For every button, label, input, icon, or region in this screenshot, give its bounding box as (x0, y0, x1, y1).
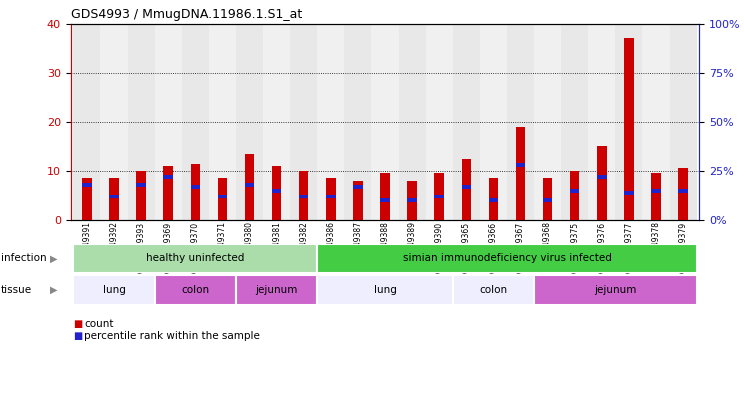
Bar (109, 195, 119, 198)
Bar (651, 189, 661, 193)
Bar (643, 24, 670, 220)
Bar (299, 195, 309, 198)
Bar (489, 198, 498, 202)
Bar (434, 195, 444, 198)
Bar (461, 185, 471, 189)
Bar (127, 24, 155, 220)
Bar (299, 171, 309, 220)
Bar (651, 173, 661, 220)
Bar (344, 24, 371, 220)
Bar (326, 178, 336, 220)
Bar (74, 275, 155, 305)
Bar (109, 178, 119, 220)
Bar (399, 24, 426, 220)
Bar (489, 178, 498, 220)
Bar (624, 191, 634, 195)
Text: simian immunodeficiency virus infected: simian immunodeficiency virus infected (403, 253, 612, 263)
Bar (543, 178, 552, 220)
Bar (589, 24, 615, 220)
Bar (679, 189, 688, 193)
Bar (461, 159, 471, 220)
Text: ▶: ▶ (50, 285, 57, 295)
Bar (380, 198, 390, 202)
Bar (136, 171, 146, 220)
Bar (272, 189, 281, 193)
Bar (317, 244, 696, 273)
Bar (597, 146, 606, 220)
Bar (534, 24, 561, 220)
Text: infection: infection (1, 253, 46, 263)
Bar (570, 171, 580, 220)
Text: lung: lung (103, 285, 126, 295)
Text: lung: lung (373, 285, 397, 295)
Bar (561, 24, 589, 220)
Bar (290, 24, 317, 220)
Bar (182, 24, 209, 220)
Text: ■: ■ (73, 319, 82, 329)
Text: jejunum: jejunum (594, 285, 637, 295)
Bar (100, 24, 127, 220)
Text: count: count (84, 319, 114, 329)
Bar (155, 275, 236, 305)
Bar (82, 178, 92, 220)
Bar (516, 127, 525, 220)
Bar (597, 175, 606, 179)
Bar (190, 185, 200, 189)
Bar (136, 183, 146, 187)
Text: healthy uninfected: healthy uninfected (146, 253, 245, 263)
Bar (74, 24, 100, 220)
Text: GDS4993 / MmugDNA.11986.1.S1_at: GDS4993 / MmugDNA.11986.1.S1_at (71, 8, 302, 21)
Text: percentile rank within the sample: percentile rank within the sample (84, 331, 260, 341)
Bar (245, 183, 254, 187)
Bar (615, 24, 643, 220)
Bar (516, 163, 525, 167)
Bar (272, 166, 281, 220)
Bar (245, 154, 254, 220)
Bar (263, 24, 290, 220)
Bar (624, 38, 634, 220)
Bar (408, 181, 417, 220)
Text: ▶: ▶ (50, 253, 57, 263)
Bar (190, 163, 200, 220)
Bar (164, 166, 173, 220)
Bar (326, 195, 336, 198)
Bar (155, 24, 182, 220)
Bar (670, 24, 696, 220)
Text: jejunum: jejunum (255, 285, 298, 295)
Text: colon: colon (182, 285, 209, 295)
Bar (426, 24, 453, 220)
Bar (679, 169, 688, 220)
Bar (353, 185, 362, 189)
Bar (453, 24, 480, 220)
Bar (317, 24, 344, 220)
Bar (570, 189, 580, 193)
Bar (236, 275, 317, 305)
Bar (317, 275, 453, 305)
Bar (380, 173, 390, 220)
Bar (480, 24, 507, 220)
Bar (453, 275, 534, 305)
Bar (236, 24, 263, 220)
Text: colon: colon (479, 285, 507, 295)
Bar (218, 178, 227, 220)
Bar (209, 24, 236, 220)
Bar (543, 198, 552, 202)
Bar (371, 24, 399, 220)
Bar (164, 175, 173, 179)
Bar (82, 183, 92, 187)
Bar (218, 195, 227, 198)
Text: ■: ■ (73, 331, 82, 341)
Bar (507, 24, 534, 220)
Bar (74, 244, 317, 273)
Text: tissue: tissue (1, 285, 32, 295)
Bar (408, 198, 417, 202)
Bar (353, 181, 362, 220)
Bar (434, 173, 444, 220)
Bar (534, 275, 696, 305)
